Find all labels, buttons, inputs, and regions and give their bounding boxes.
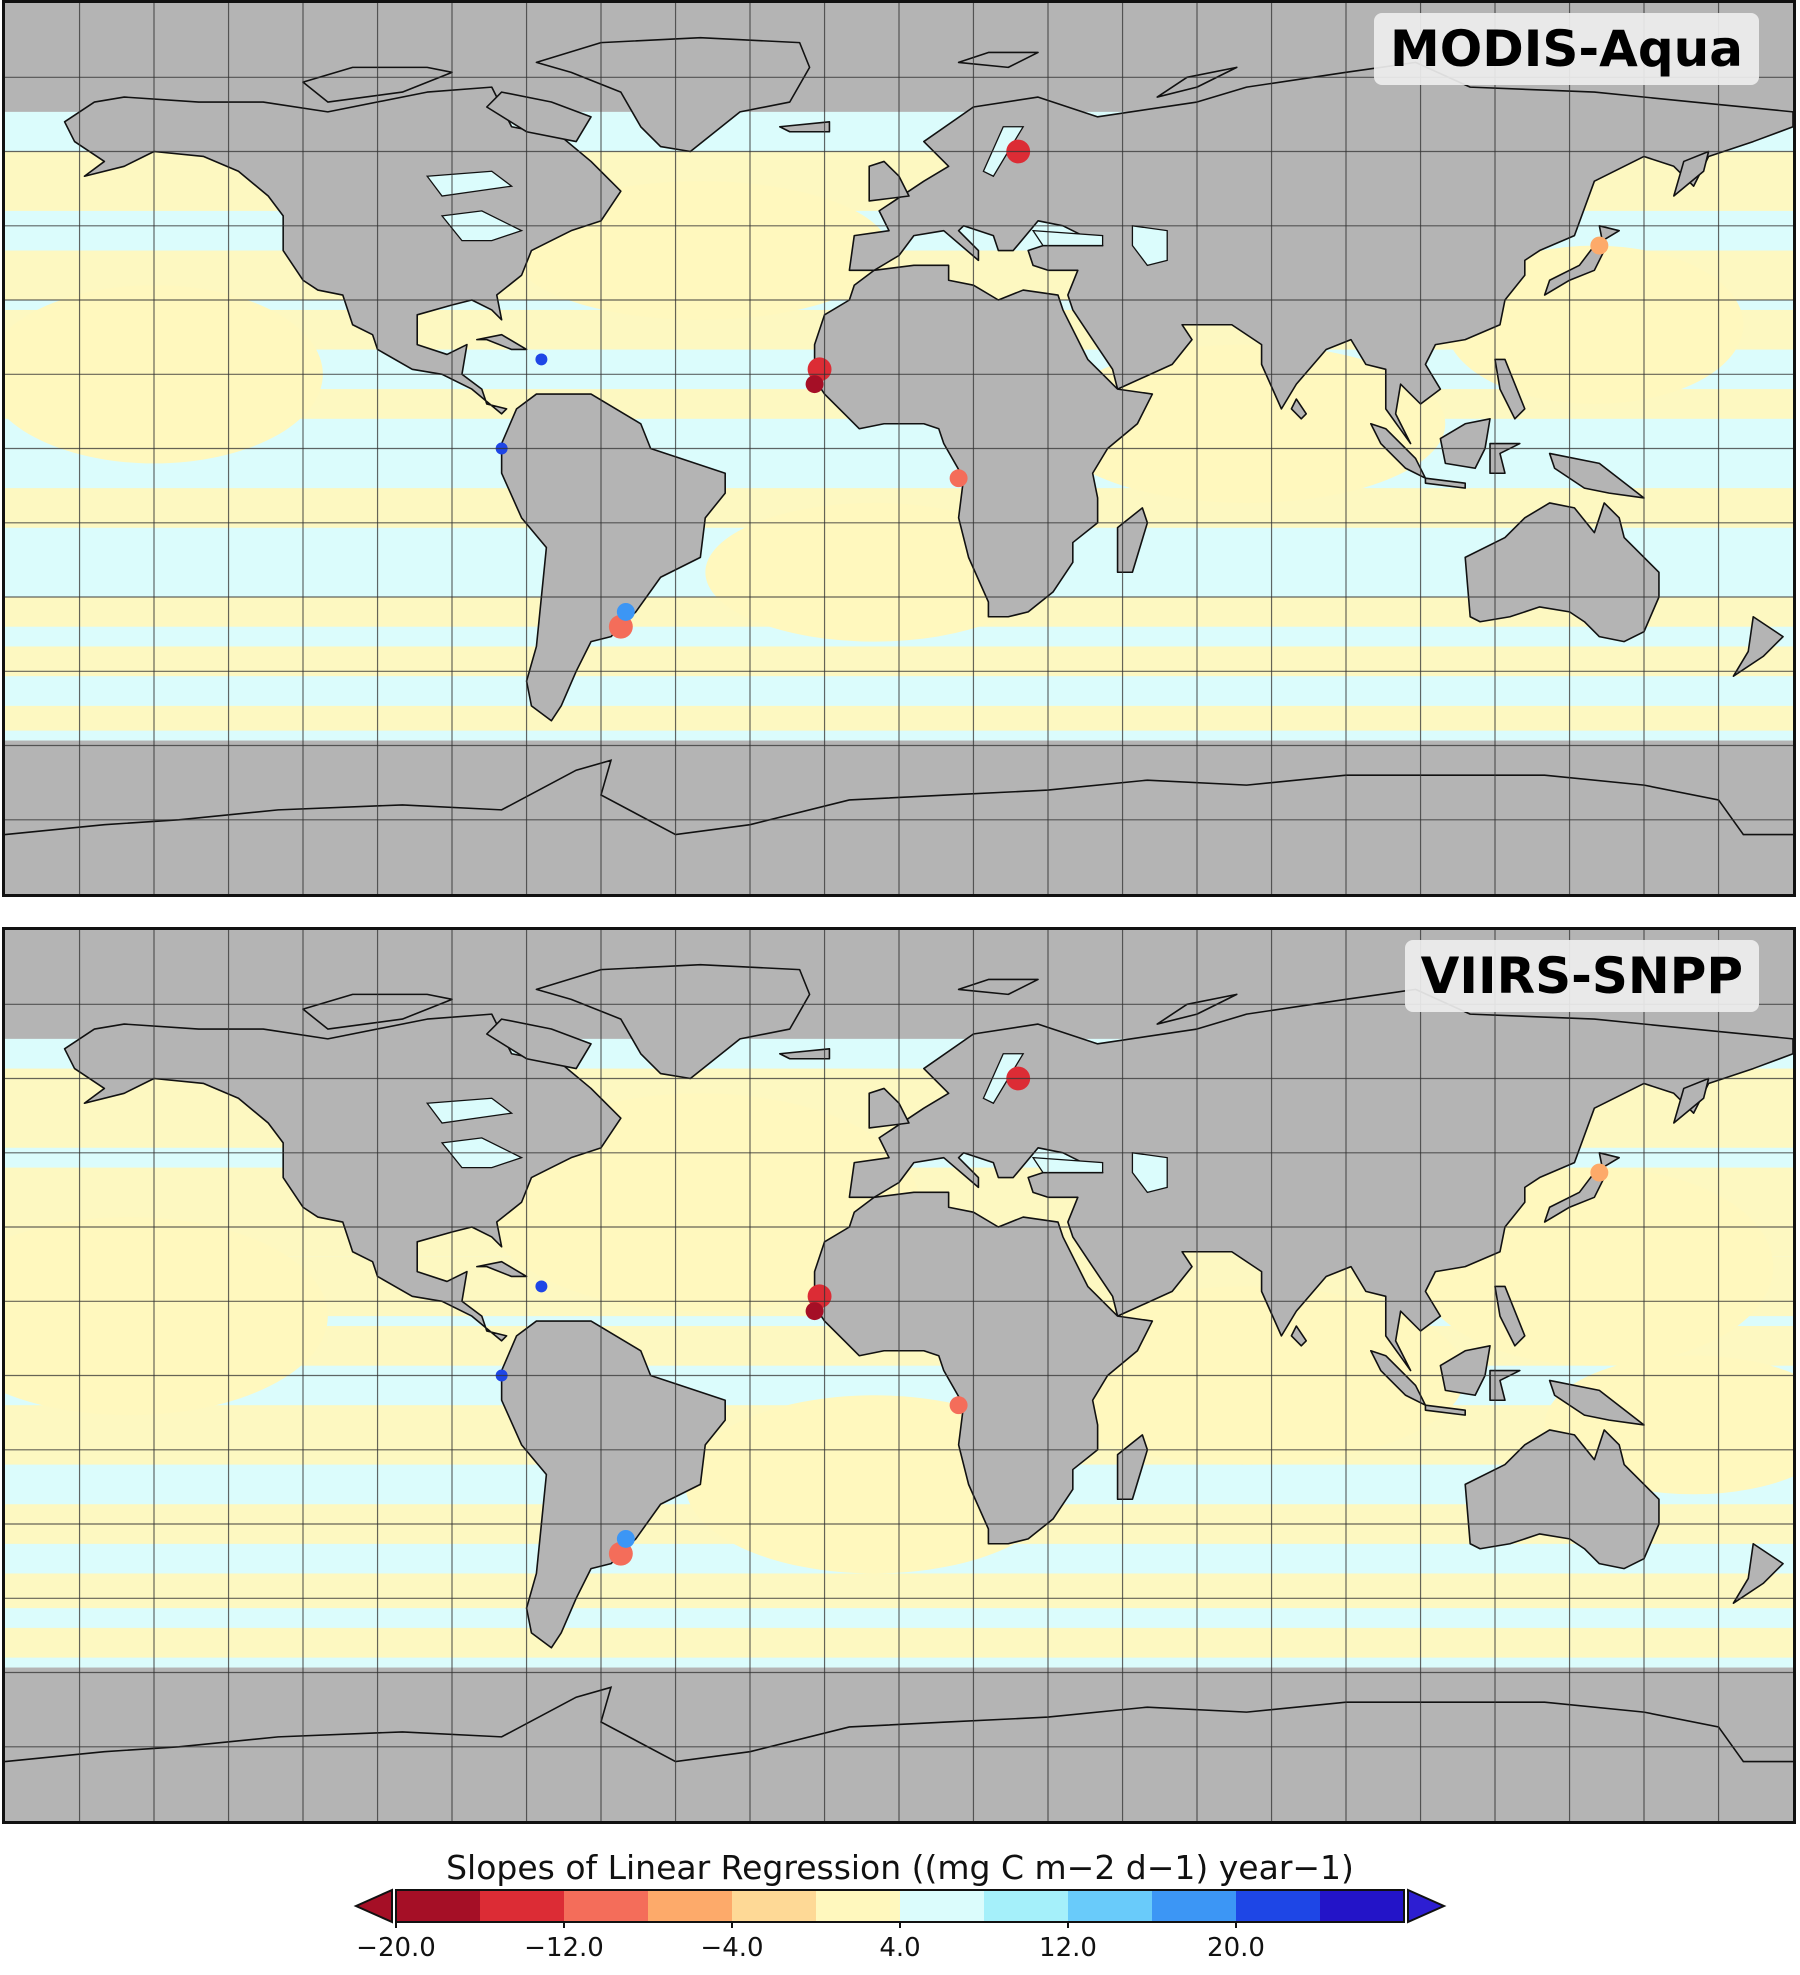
slope-hotspot (616, 1529, 635, 1548)
colorbar-bin (900, 1890, 985, 1922)
colorbar-over-arrow (1407, 1888, 1447, 1924)
slope-hotspot (535, 1280, 548, 1293)
land-cuba (476, 1260, 528, 1278)
colorbar: −20.0 −12.0 −4.0 4.0 12.0 20.0 (353, 1888, 1447, 1963)
land-new-guinea (1548, 452, 1645, 499)
land-new-guinea (1548, 1379, 1645, 1426)
colorbar-bin (564, 1890, 649, 1922)
colorbar-bin (816, 1890, 901, 1922)
slope-hotspot (535, 353, 548, 366)
colorbar-tick-label: −20.0 (356, 1933, 436, 1963)
slope-patch-weak-negative (705, 502, 1044, 642)
colorbar-tick-label: −12.0 (524, 1933, 604, 1963)
map-viirs (5, 930, 1793, 1821)
slope-hotspot (1590, 236, 1609, 255)
colorbar-bin (1152, 1890, 1237, 1922)
colorbar-tick-label: −4.0 (700, 1933, 763, 1963)
inland-water (1031, 229, 1104, 247)
slope-hotspot (805, 1302, 824, 1321)
land-cuba (476, 333, 528, 351)
colorbar-bin (648, 1890, 733, 1922)
panel-label-viirs: VIIRS-SNPP (1404, 940, 1759, 1012)
land-greenland (535, 36, 811, 153)
land-sri-lanka (1290, 1325, 1308, 1347)
land-java (1424, 1404, 1466, 1416)
land-south-america (500, 393, 726, 722)
antarctica-coastline (5, 1686, 1793, 1763)
slope-hotspot (949, 1396, 968, 1415)
land-baffin (485, 1018, 592, 1070)
slope-patch-weak-negative (1445, 245, 1744, 404)
colorbar-bin (396, 1890, 481, 1922)
slope-patch-weak-negative (5, 1217, 328, 1416)
land-svalbard (957, 51, 1039, 69)
land-sulawesi (1489, 442, 1521, 475)
land-baffin (485, 91, 592, 143)
colorbar-bin (1320, 1890, 1405, 1922)
land-sri-lanka (1290, 398, 1308, 420)
panel-label-modis: MODIS-Aqua (1374, 13, 1759, 85)
slope-hotspot (949, 469, 968, 488)
colorbar-bin (1068, 1890, 1153, 1922)
colorbar-tick-label: 20.0 (1207, 1933, 1265, 1963)
colorbar-tick-label: 12.0 (1039, 1933, 1097, 1963)
map-panel-viirs: VIIRS-SNPP (2, 927, 1796, 1824)
map-panel-modis: MODIS-Aqua (2, 0, 1796, 897)
land-madagascar (1116, 1434, 1149, 1501)
land-java (1424, 477, 1466, 489)
slope-patch-weak-negative (511, 181, 890, 320)
land-south-america (500, 1320, 726, 1649)
colorbar-tick-label: 4.0 (879, 1933, 920, 1963)
land-iceland (779, 121, 831, 133)
colorbar-bin (732, 1890, 817, 1922)
inland-water (1131, 225, 1168, 267)
land-greenland (535, 963, 811, 1080)
inland-water (425, 170, 514, 197)
land-new-zealand (1732, 1542, 1784, 1604)
colorbar-bin (480, 1890, 565, 1922)
colorbar-title: Slopes of Linear Regression ((mg C m−2 d… (446, 1848, 1354, 1887)
land-eurasia (848, 988, 1793, 1372)
inland-water (1131, 1152, 1168, 1194)
inland-water (425, 1097, 514, 1124)
slope-hotspot (616, 602, 635, 621)
land-madagascar (1116, 507, 1149, 574)
colorbar-bin (984, 1890, 1069, 1922)
map-modis (5, 3, 1793, 894)
inland-water (1031, 1156, 1104, 1174)
land-svalbard (957, 978, 1039, 996)
slope-hotspot (805, 375, 824, 394)
land-iceland (779, 1048, 831, 1060)
slope-hotspot (1590, 1163, 1609, 1182)
colorbar-under-arrow (353, 1888, 393, 1924)
colorbar-bin (1236, 1890, 1321, 1922)
land-sulawesi (1489, 1369, 1521, 1402)
antarctica-coastline (5, 759, 1793, 836)
land-new-zealand (1732, 615, 1784, 677)
